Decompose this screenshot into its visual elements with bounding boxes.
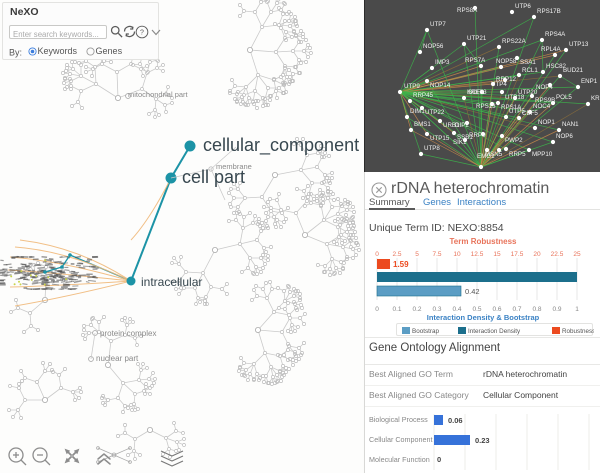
svg-text:22.5: 22.5: [551, 251, 564, 258]
svg-text:12.5: 12.5: [471, 251, 484, 258]
svg-text:7.5: 7.5: [432, 251, 441, 258]
svg-text:0.5: 0.5: [472, 306, 481, 313]
svg-text:UTP22: UTP22: [425, 109, 445, 116]
svg-text:0.42: 0.42: [465, 287, 480, 296]
svg-text:1.59: 1.59: [393, 260, 409, 269]
svg-text:0.1: 0.1: [392, 306, 401, 313]
svg-text:UTP9: UTP9: [404, 83, 420, 90]
svg-text:NOC4: NOC4: [533, 103, 551, 110]
svg-text:Interaction Density: Interaction Density: [468, 328, 521, 335]
svg-text:NOP4: NOP4: [536, 84, 553, 91]
svg-text:10: 10: [453, 251, 461, 258]
svg-text:2.5: 2.5: [392, 251, 401, 258]
svg-text:25: 25: [573, 251, 581, 258]
svg-text:0.6: 0.6: [492, 306, 501, 313]
svg-text:0: 0: [437, 455, 441, 464]
svg-text:0.4: 0.4: [452, 306, 461, 313]
svg-text:UTP13: UTP13: [569, 41, 589, 48]
svg-text:Biological Process: Biological Process: [369, 415, 428, 424]
svg-text:0.06: 0.06: [448, 416, 463, 425]
svg-text:RPS8A: RPS8A: [457, 7, 478, 14]
svg-text:PWP2: PWP2: [505, 137, 523, 144]
svg-text:NOP1: NOP1: [538, 119, 555, 126]
svg-text:1: 1: [575, 306, 579, 313]
svg-text:RPL4A: RPL4A: [541, 46, 561, 53]
svg-text:0.2: 0.2: [412, 306, 421, 313]
svg-text:UTP21: UTP21: [467, 35, 487, 42]
svg-text:IMP3: IMP3: [435, 59, 450, 66]
svg-text:NOP6: NOP6: [556, 133, 573, 140]
svg-text:15: 15: [493, 251, 501, 258]
svg-text:17.5: 17.5: [511, 251, 524, 258]
svg-text:0.7: 0.7: [512, 306, 521, 313]
svg-text:RPS7A: RPS7A: [465, 57, 486, 64]
svg-text:UTP8: UTP8: [424, 145, 440, 152]
svg-text:RCL1: RCL1: [522, 67, 538, 74]
svg-text:SSA1: SSA1: [520, 59, 536, 66]
svg-text:UTP7: UTP7: [430, 21, 446, 28]
svg-text:SOF1: SOF1: [468, 89, 485, 96]
svg-text:NOP56: NOP56: [423, 43, 444, 50]
svg-text:0.8: 0.8: [532, 306, 541, 313]
svg-text:UTP5: UTP5: [509, 108, 525, 115]
svg-text:UTP6: UTP6: [515, 3, 531, 10]
svg-text:UTP15: UTP15: [430, 135, 450, 142]
svg-text:Robustness: Robustness: [562, 328, 594, 335]
svg-text:RRP9: RRP9: [469, 132, 486, 139]
svg-text:0: 0: [375, 251, 379, 258]
svg-text:UTP4: UTP4: [491, 81, 507, 88]
svg-text:RPS4A: RPS4A: [545, 31, 566, 38]
svg-text:NOP14: NOP14: [430, 82, 451, 89]
svg-text:NOP58: NOP58: [496, 58, 517, 65]
svg-text:NAN1: NAN1: [562, 121, 579, 128]
svg-text:RRP45: RRP45: [413, 92, 434, 99]
svg-text:0.3: 0.3: [432, 306, 441, 313]
svg-text:Bootstrap: Bootstrap: [412, 328, 439, 335]
svg-text:RPS22A: RPS22A: [502, 38, 527, 45]
svg-text:Molecular Function: Molecular Function: [369, 455, 430, 464]
svg-text:0: 0: [375, 306, 379, 313]
svg-text:MPP10: MPP10: [532, 151, 553, 158]
svg-text:RPS13: RPS13: [476, 103, 496, 110]
svg-text:POL5: POL5: [556, 94, 572, 101]
svg-text:BMS1: BMS1: [414, 121, 431, 128]
svg-text:RRP5: RRP5: [509, 151, 526, 158]
svg-text:SIK1: SIK1: [453, 139, 467, 146]
svg-text:?: ?: [140, 29, 144, 36]
svg-text:UTP18: UTP18: [505, 94, 525, 101]
svg-text:EMG1: EMG1: [477, 153, 495, 160]
svg-text:BUD21: BUD21: [563, 67, 584, 74]
svg-text:RPS17B: RPS17B: [537, 8, 561, 15]
svg-text:DIM1: DIM1: [410, 108, 425, 115]
svg-text:20: 20: [533, 251, 541, 258]
svg-text:0.23: 0.23: [475, 436, 490, 445]
svg-text:DIP2: DIP2: [455, 122, 469, 129]
svg-text:0.9: 0.9: [552, 306, 561, 313]
svg-text:Cellular Component: Cellular Component: [369, 435, 433, 444]
svg-text:KRI1: KRI1: [591, 95, 600, 102]
svg-text:5: 5: [415, 251, 419, 258]
svg-text:ENP1: ENP1: [581, 78, 598, 85]
